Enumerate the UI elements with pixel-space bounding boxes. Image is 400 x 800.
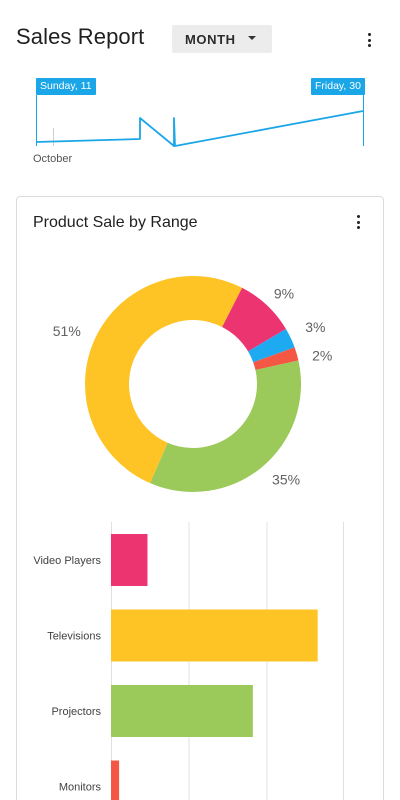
page-title: Sales Report	[16, 24, 145, 49]
card-title: Product Sale by Range	[33, 214, 198, 231]
donut-slice[interactable]	[222, 287, 286, 352]
bar-category-label: Projectors	[51, 706, 101, 718]
donut-slice-label: 51%	[53, 323, 81, 339]
donut-slice-label: 9%	[274, 286, 294, 302]
bar-category-label: Monitors	[59, 782, 102, 794]
donut-chart: 9% 3% 2% 35% 51%	[17, 257, 383, 527]
timeline-sparkline	[35, 95, 364, 147]
period-dropdown[interactable]: MONTH	[172, 25, 272, 53]
caret-down-icon	[248, 36, 256, 40]
donut-chart-svg: 9% 3% 2% 35% 51%	[53, 275, 332, 493]
donut-slice-label: 3%	[305, 319, 325, 335]
more-vert-icon[interactable]	[357, 28, 381, 52]
donut-slice[interactable]	[248, 329, 295, 363]
bar-chart-svg: Video Players Televisions Projectors Monito…	[33, 522, 344, 800]
range-start-label: Sunday, 11	[36, 78, 96, 95]
bar[interactable]	[111, 534, 148, 586]
period-dropdown-label: MONTH	[185, 31, 236, 47]
donut-slice-label: 35%	[272, 472, 300, 488]
bar-chart: Video Players Televisions Projectors Monito…	[17, 522, 383, 800]
more-vert-icon[interactable]	[346, 210, 370, 234]
donut-slice[interactable]	[253, 347, 299, 371]
bar[interactable]	[111, 685, 253, 737]
bar[interactable]	[111, 609, 318, 662]
app-header: Sales Report MONTH	[0, 0, 400, 76]
product-sale-card: Product Sale by Range 9% 3% 2% 35% 51% Video…	[16, 196, 384, 800]
bar-category-label: Video Players	[33, 555, 101, 567]
month-axis-label: October	[33, 153, 73, 165]
donut-slice[interactable]	[84, 275, 243, 484]
timeline-series-line	[35, 110, 364, 147]
bar-category-label: Televisions	[47, 631, 101, 643]
date-range-timeline[interactable]: Sunday, 11 Friday, 30 October	[0, 76, 400, 176]
donut-slice[interactable]	[150, 360, 301, 493]
donut-slice-label: 2%	[312, 347, 332, 363]
bar[interactable]	[111, 760, 120, 800]
range-end-label: Friday, 30	[311, 78, 365, 95]
